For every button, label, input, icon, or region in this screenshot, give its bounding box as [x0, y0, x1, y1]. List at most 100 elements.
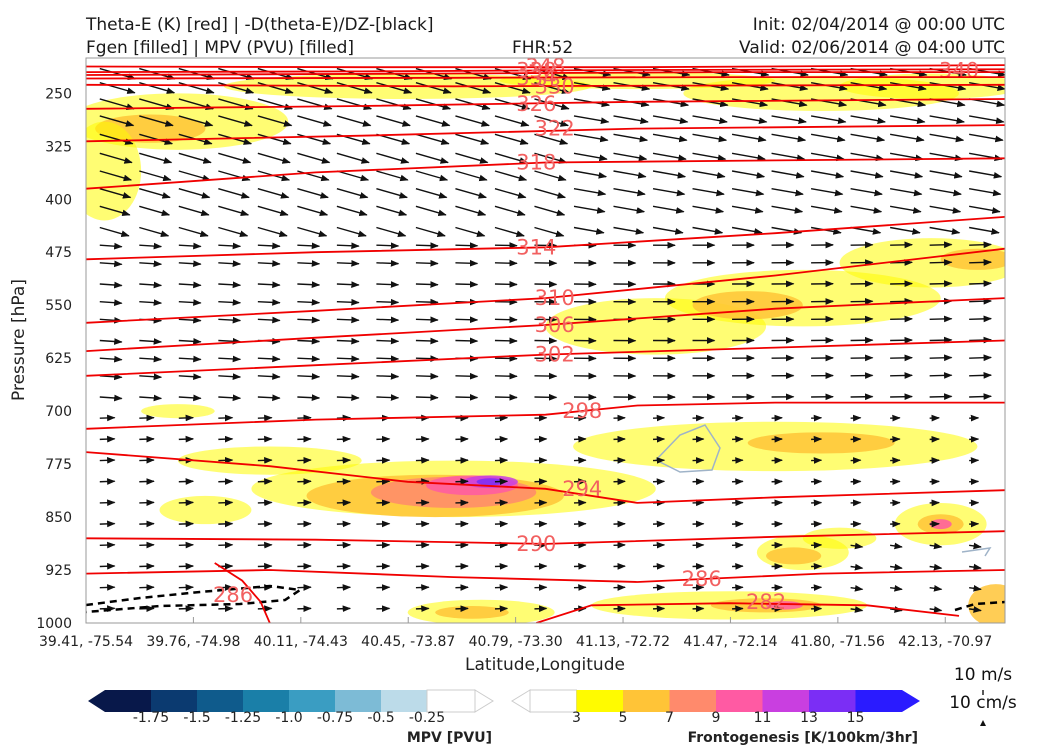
colorbar-cell	[381, 690, 427, 712]
wind-vector	[99, 242, 123, 250]
wind-vector	[534, 115, 569, 127]
wind-vector	[99, 133, 134, 145]
wind-vector	[178, 226, 209, 237]
wind-vector	[257, 82, 294, 94]
wind-vector	[139, 260, 163, 268]
colorbar-cell	[197, 690, 243, 712]
wind-vector	[613, 226, 645, 235]
wind-vector	[178, 499, 195, 507]
fgen-fill	[86, 121, 142, 221]
wind-vector	[455, 281, 479, 288]
wind-vector	[178, 584, 195, 591]
wind-vector	[613, 205, 646, 214]
theta-e-label: 310	[535, 286, 575, 310]
wind-vector	[99, 170, 133, 182]
colorbar-extend	[511, 689, 531, 713]
colorbar-extend	[88, 690, 105, 712]
wind-vector	[99, 584, 116, 591]
fgen-fill	[968, 584, 1005, 623]
theta-e-line	[86, 247, 1005, 324]
x-tick-label: 41.80, -71.56	[791, 634, 885, 650]
valid-time: Valid: 02/06/2014 @ 04:00 UTC	[739, 38, 1005, 58]
colorbar-tick: -1.25	[225, 710, 261, 726]
wind-vector	[929, 82, 967, 92]
wind-vector	[929, 372, 953, 379]
wind-vector	[336, 337, 360, 345]
colorbar-tick: 3	[572, 710, 581, 726]
wind-vector	[494, 187, 527, 199]
wind-vector	[139, 242, 163, 250]
theta-e-label: 302	[535, 343, 575, 367]
x-axis: 39.41, -75.54 39.76, -74.98 40.11, -74.43 4…	[39, 617, 992, 650]
colorbar-cell	[426, 689, 476, 713]
wind-vector	[99, 115, 135, 127]
theta-e-label: 314	[516, 235, 556, 259]
wind-vector	[99, 338, 123, 345]
wind-vector	[297, 281, 321, 289]
wind-vector	[178, 435, 195, 443]
wind-vector	[731, 205, 764, 214]
wind-vector	[850, 152, 885, 162]
theta-e-label: 286	[682, 567, 722, 591]
y-tick-label: 850	[45, 510, 72, 526]
wind-vector	[731, 187, 765, 197]
wind-vector	[890, 584, 903, 592]
wind-vector	[336, 316, 360, 324]
colorbar-cell	[289, 690, 335, 712]
wind-vector	[534, 82, 571, 94]
wind-vector	[1009, 99, 1044, 105]
y-axis: 250 325 400 475 550 625 700 775 850 925 1000	[36, 86, 72, 632]
wind-vector	[613, 170, 647, 179]
wind-vector	[1009, 283, 1031, 284]
theta-e-line	[86, 83, 1005, 88]
wind-vector	[810, 170, 845, 179]
y-tick-label: 475	[45, 245, 72, 261]
wind-vector	[890, 606, 903, 613]
wind-vector	[139, 281, 163, 289]
y-tick-label: 550	[45, 298, 72, 314]
colorbar-cell	[623, 690, 670, 712]
wind-vector	[336, 205, 368, 217]
wind-vector	[1009, 153, 1042, 159]
colorbar-tick: 7	[665, 710, 674, 726]
colorbar-tick: 9	[712, 710, 721, 726]
y-tick-label: 925	[45, 563, 72, 579]
wind-vector	[969, 133, 1004, 143]
wind-vector	[178, 478, 195, 485]
fgen-fill	[766, 547, 822, 565]
mpv-contour	[654, 424, 721, 473]
wind-vector	[376, 281, 400, 288]
wind-vector	[455, 187, 487, 199]
wind-vector	[692, 133, 728, 143]
wind-vector	[218, 170, 251, 182]
wind-vector	[534, 187, 566, 199]
wind-vector	[929, 115, 965, 124]
wind-vector	[376, 82, 413, 94]
wind-vector	[297, 82, 334, 94]
wind-vector	[692, 187, 725, 197]
wind-vector	[1009, 588, 1021, 590]
wind-vector	[336, 394, 360, 401]
wind-vector	[336, 82, 373, 94]
wind-vector	[573, 226, 605, 235]
wind-vector	[652, 187, 686, 197]
wind-vector	[297, 115, 332, 127]
fgen-fill	[159, 495, 252, 525]
wind-vector	[494, 355, 518, 362]
wind-vector	[178, 115, 214, 127]
wind-vector	[810, 133, 846, 143]
wind-vector	[297, 355, 321, 363]
wind-vector	[218, 205, 250, 217]
colorbar-title: MPV [PVU]	[407, 730, 492, 746]
theta-e-label: 326	[516, 92, 556, 116]
wind-vector	[415, 259, 439, 267]
wind-vector	[890, 152, 924, 162]
wind-vector	[771, 205, 804, 214]
wind-vector	[99, 562, 116, 570]
wind-vector	[692, 170, 726, 179]
wind-vector	[297, 242, 321, 250]
wind-vector	[218, 373, 242, 380]
colorbar-tick: -1.75	[133, 710, 169, 726]
wind-vector	[336, 355, 360, 363]
colorbar-tick: -0.25	[409, 710, 445, 726]
